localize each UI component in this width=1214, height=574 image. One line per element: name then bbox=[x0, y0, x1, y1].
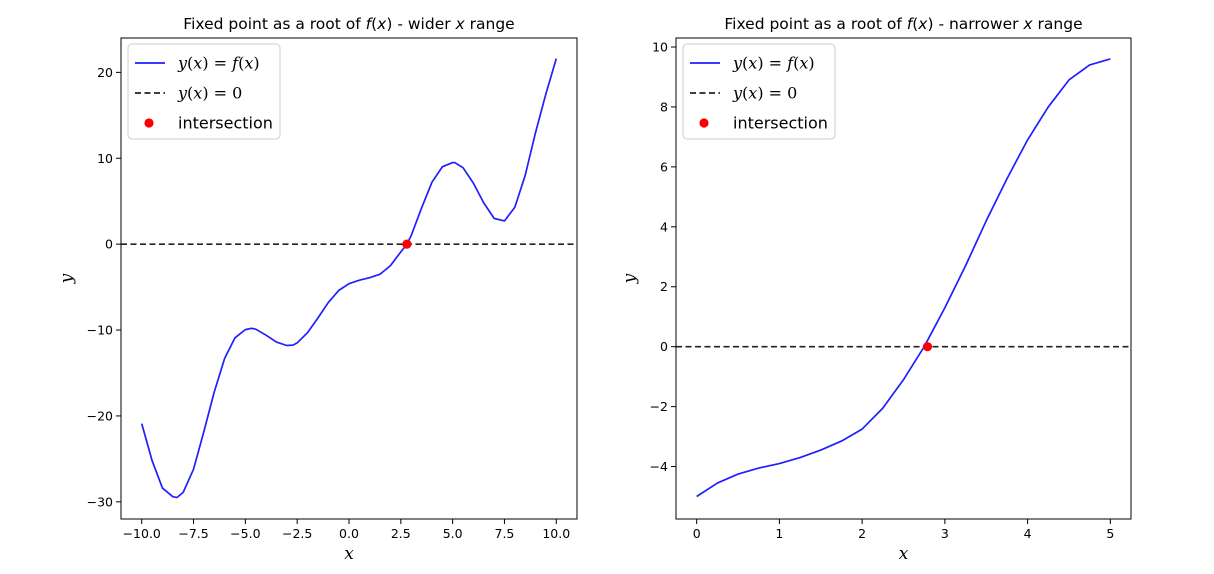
x-tick-label: −7.5 bbox=[178, 526, 208, 541]
function-line bbox=[140, 58, 558, 499]
intersection-point bbox=[402, 239, 412, 249]
x-tick-label: 5.0 bbox=[443, 526, 463, 541]
y-tick-label: 4 bbox=[660, 219, 668, 234]
legend-marker bbox=[699, 118, 709, 128]
y-tick-label: 20 bbox=[97, 65, 113, 80]
chart-1: Fixed point as a root of f(x) - wider x … bbox=[57, 15, 578, 564]
x-tick-label: 5 bbox=[1106, 526, 1114, 541]
chart-title: Fixed point as a root of f(x) - wider x … bbox=[183, 15, 514, 33]
plot-area bbox=[121, 58, 577, 499]
y-tick-label: 2 bbox=[660, 279, 668, 294]
function-line bbox=[696, 58, 1111, 498]
x-tick-label: 0 bbox=[693, 526, 701, 541]
x-tick-label: −5.0 bbox=[230, 526, 260, 541]
x-tick-label: 10.0 bbox=[542, 526, 570, 541]
plot-area bbox=[676, 58, 1131, 498]
x-tick-label: 1 bbox=[775, 526, 783, 541]
axes-frame bbox=[120, 37, 578, 520]
legend-label: y(x) = 0 bbox=[177, 84, 242, 103]
y-tick-label: 8 bbox=[660, 99, 668, 114]
y-axis-label: y bbox=[620, 273, 640, 284]
x-axis-label: x bbox=[899, 544, 909, 564]
x-tick-label: 3 bbox=[941, 526, 949, 541]
y-tick-label: −4 bbox=[650, 459, 668, 474]
x-tick-label: 2.5 bbox=[391, 526, 411, 541]
y-tick-label: 0 bbox=[105, 237, 113, 252]
y-tick-label: 6 bbox=[660, 159, 668, 174]
legend-marker bbox=[144, 118, 154, 128]
x-tick-label: 2 bbox=[858, 526, 866, 541]
y-tick-label: 10 bbox=[652, 39, 668, 54]
x-tick-label: 0.0 bbox=[339, 526, 359, 541]
legend-label: y(x) = 0 bbox=[732, 84, 797, 103]
chart-title: Fixed point as a root of f(x) - narrower… bbox=[724, 15, 1082, 33]
x-axis-label: x bbox=[344, 544, 354, 564]
legend-box bbox=[682, 43, 836, 140]
x-tick-label: −2.5 bbox=[282, 526, 312, 541]
legend: y(x) = f(x) y(x) = 0 intersection bbox=[127, 43, 281, 140]
intersection-point bbox=[922, 342, 933, 352]
chart-2: Fixed point as a root of f(x) - narrower… bbox=[620, 15, 1132, 564]
legend-label: y(x) = f(x) bbox=[732, 54, 815, 73]
y-tick-label: 0 bbox=[660, 339, 668, 354]
y-tick-label: −10 bbox=[87, 323, 113, 338]
y-tick-label: −30 bbox=[87, 494, 113, 509]
x-tick-label: 4 bbox=[1024, 526, 1032, 541]
legend-box bbox=[127, 43, 281, 140]
legend-label: intersection bbox=[178, 114, 273, 133]
legend: y(x) = f(x) y(x) = 0 intersection bbox=[682, 43, 836, 140]
x-tick-label: 7.5 bbox=[495, 526, 515, 541]
y-tick-label: −20 bbox=[87, 408, 113, 423]
axes-frame bbox=[675, 37, 1132, 520]
legend-label: intersection bbox=[733, 114, 828, 133]
y-tick-label: −2 bbox=[650, 399, 668, 414]
y-axis-label: y bbox=[57, 273, 77, 284]
y-tick-label: 10 bbox=[97, 151, 113, 166]
legend-label: y(x) = f(x) bbox=[177, 54, 260, 73]
x-tick-label: −10.0 bbox=[123, 526, 161, 541]
